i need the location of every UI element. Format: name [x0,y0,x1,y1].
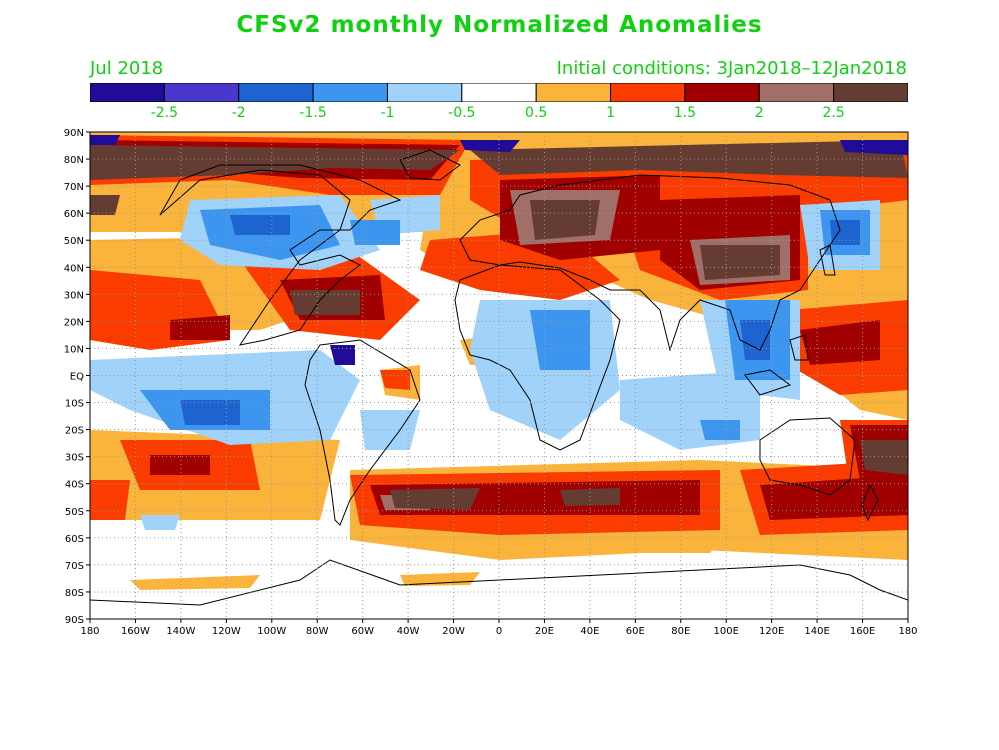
longitude-label: 40W [397,626,420,637]
longitude-label: 80W [306,626,329,637]
anomaly-fill-deepblue [90,135,908,365]
latitude-label: 40S [65,480,84,491]
latitude-label: 50S [65,507,84,518]
initial-conditions-label: Initial conditions: 3Jan2018–12Jan2018 [556,58,907,79]
color-scale-bar [90,83,908,102]
latitude-label: 70S [65,561,84,572]
latitude-label: EQ [70,372,84,383]
longitude-label: 40E [580,626,599,637]
latitude-label: 30S [65,453,84,464]
colorbar-tick-label: -1 [380,105,394,121]
chart-title: CFSv2 monthly Normalized Anomalies [236,12,763,38]
longitude-label: 100E [714,626,739,637]
longitude-label: 160E [850,626,875,637]
colorbar-tick-label: -2.5 [151,105,178,121]
colorbar-tick-label: -1.5 [299,105,326,121]
latitude-label: 20N [64,317,84,328]
longitude-label: 60E [626,626,645,637]
graticule [90,132,908,619]
longitude-axis: 180 160W 140W 120W 100W 80W 60W 40W 20W 0 20E 40E 60… [80,619,918,637]
colorbar-tick-label: 0.5 [525,105,547,121]
longitude-label: 180 [80,626,99,637]
longitude-label: 100W [257,626,286,637]
longitude-label: 80E [671,626,690,637]
latitude-label: 90S [65,615,84,626]
colorbar-tick-label: 1 [606,105,615,121]
latitude-label: 50N [64,236,84,247]
latitude-label: 60S [65,534,84,545]
latitude-label: 10N [64,344,84,355]
anomaly-fill-darkblue [180,215,860,425]
latitude-label: 30N [64,290,84,301]
colorbar-tick-label: 2.5 [823,105,845,121]
longitude-label: 140E [804,626,829,637]
longitude-label: 60W [351,626,374,637]
latitude-axis: 90N 80N 70N 60N 50N 40N 30N 20N 10N EQ 10S 20S 30S 40… [64,128,90,626]
latitude-label: 70N [64,182,84,193]
longitude-label: 20E [535,626,554,637]
coastlines [90,149,908,606]
longitude-label: 180 [898,626,917,637]
latitude-label: 80S [65,588,84,599]
latitude-label: 40N [64,263,84,274]
latitude-label: 60N [64,209,84,220]
anomaly-fill-darkbrown [90,140,908,510]
latitude-label: 80N [64,155,84,166]
longitude-label: 160W [121,626,150,637]
colorbar-tick-label: 1.5 [674,105,696,121]
latitude-label: 20S [65,426,84,437]
longitude-label: 120W [212,626,241,637]
longitude-label: 0 [496,626,502,637]
longitude-label: 20W [442,626,465,637]
longitude-label: 120E [759,626,784,637]
colorbar-tick-label: 2 [755,105,764,121]
colorbar-tick-label: -0.5 [448,105,475,121]
latitude-label: 90N [64,128,84,139]
colorbar-tick-label: -2 [232,105,246,121]
longitude-label: 140W [166,626,195,637]
latitude-label: 10S [65,399,84,410]
valid-month-label: Jul 2018 [90,58,164,79]
